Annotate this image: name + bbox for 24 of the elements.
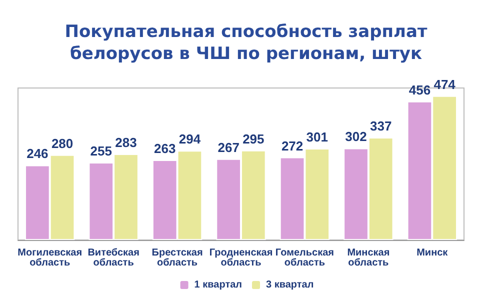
data-label: 283: [115, 134, 137, 150]
x-tick-label: Могилевская область: [18, 248, 82, 268]
data-label: 246: [26, 146, 48, 162]
x-tick-label: Гомельская область: [275, 248, 334, 268]
data-label: 255: [90, 143, 112, 158]
chart-title: Покупательная способность зарплат белорусов в ЧШ по регионам, штук: [64, 22, 428, 64]
data-label: 295: [242, 131, 264, 146]
legend-label: 3 квартал: [266, 280, 314, 290]
data-label: 302: [345, 129, 367, 144]
x-tick-label: Витебская область: [88, 248, 140, 268]
data-label: 280: [51, 136, 74, 151]
data-label: 337: [370, 118, 392, 134]
x-tick-label: Брестская область: [152, 248, 203, 268]
x-tick-label: Минск: [416, 248, 449, 258]
data-label: 267: [218, 140, 240, 155]
data-label: 294: [178, 132, 202, 147]
x-tick-label: Минская область: [347, 248, 390, 268]
data-label: 301: [306, 129, 328, 144]
data-label: 456: [408, 82, 431, 98]
data-label: 263: [154, 141, 176, 156]
data-label: 272: [281, 138, 304, 154]
x-tick-label: Гродненская область: [209, 248, 273, 268]
data-label: 474: [434, 76, 456, 92]
legend-label: 1 квартал: [194, 280, 242, 290]
